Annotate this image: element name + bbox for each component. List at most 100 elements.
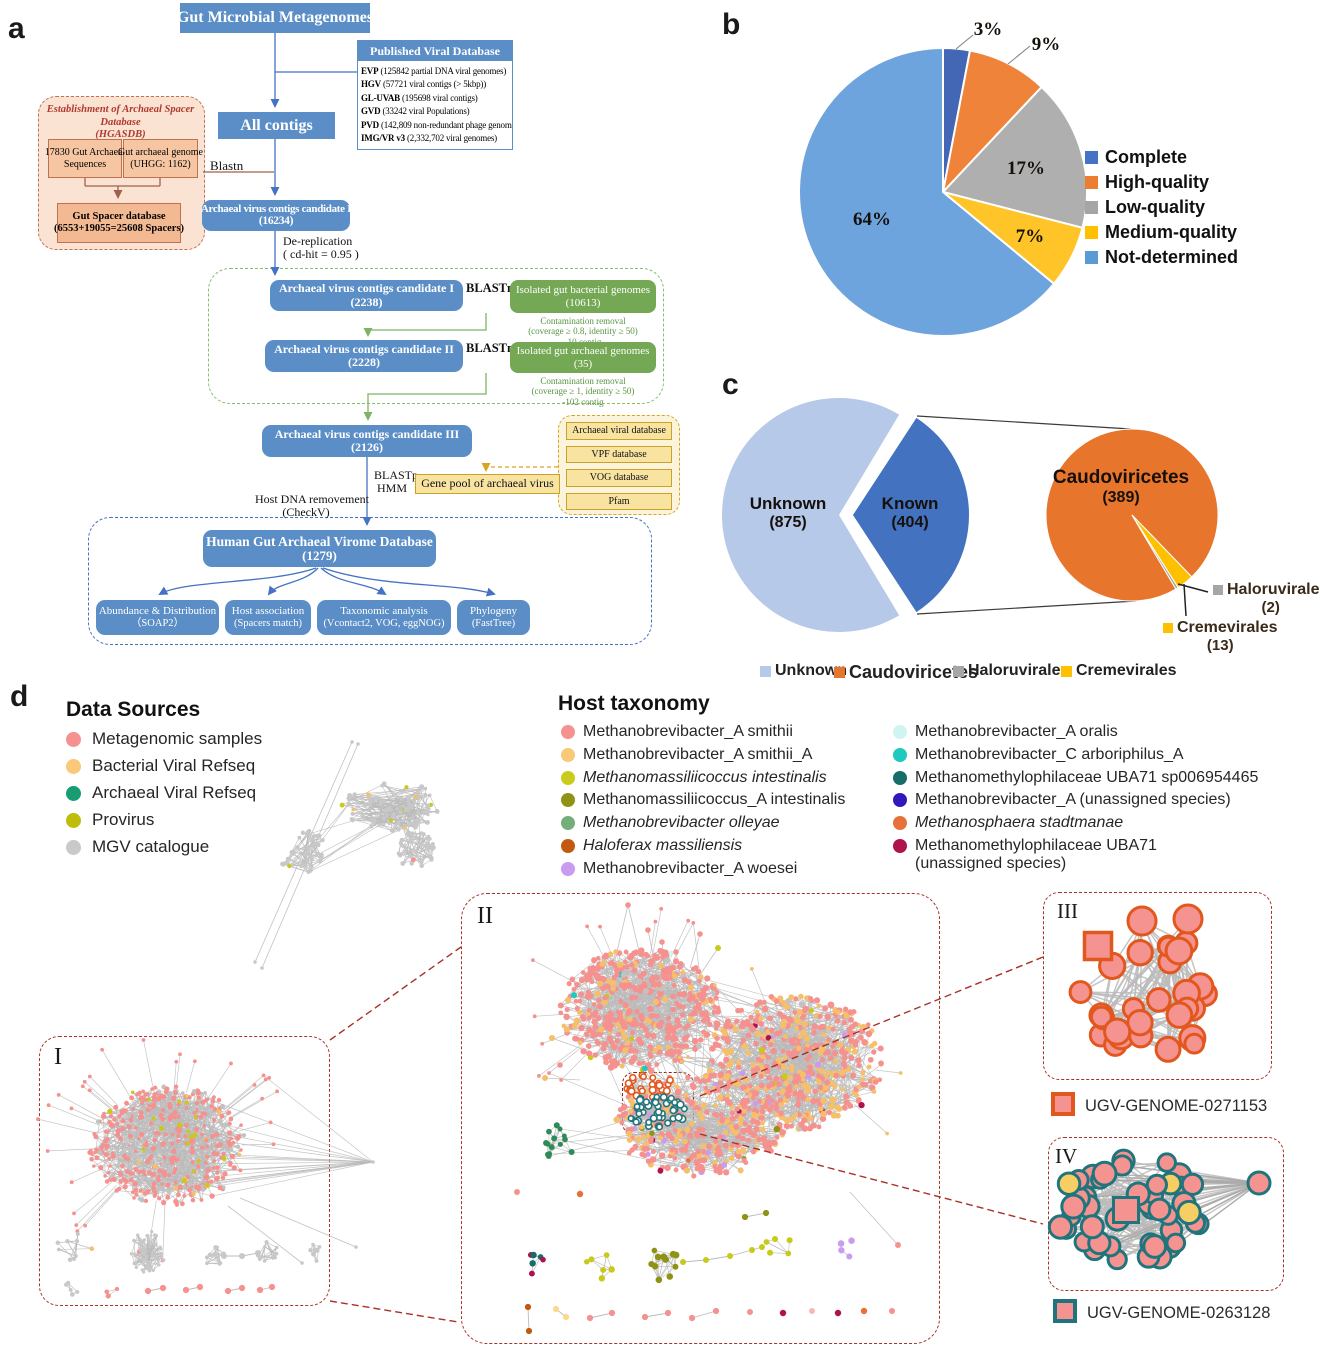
cremevirales-count: (13) [1206, 637, 1234, 654]
legend-label: Archaeal Viral Refseq [92, 783, 257, 802]
candidate2-box: Archaeal virus contigs candidate II (222… [265, 340, 463, 372]
cdhit-label: ( cd-hit = 0.95 ) [283, 247, 359, 261]
ugv-genome-0271153-swatch [1051, 1092, 1075, 1116]
ugv-genome-0263128-swatch [1053, 1299, 1077, 1323]
legend-dot [561, 725, 575, 739]
region-IV-numeral: IV [1055, 1144, 1078, 1168]
legend-label: Methanomethylophilaceae UBA71 sp00695446… [915, 768, 1259, 786]
legend-label: Bacterial Viral Refseq [92, 756, 256, 775]
caudoviricetes-label: Caudoviricetes (389) [1041, 467, 1201, 507]
spacer-database-title: Establishment of Archaeal Spacer Databas… [44, 104, 197, 142]
legend-swatch [1085, 201, 1098, 214]
gut-archaeal-sequences-box: 17830 Gut Archaeal Sequences [45, 139, 125, 178]
archaeal-genomes-title: Isolated gut archaeal genomes [516, 345, 650, 358]
caudoviricetes-text: Caudoviricetes [1052, 467, 1190, 488]
contamination-line: (coverage ≥ 0.8, identity ≥ 50) [528, 326, 638, 337]
blastn-label: Blastn [210, 158, 244, 173]
hgavd-title: Human Gut Archaeal Virome Database [206, 533, 433, 549]
legend-item: Methanobrevibacter_A (unassigned species… [893, 791, 1231, 809]
legend-dot [893, 839, 907, 853]
pvd-item: GL-UVAB (195698 viral contigs) [361, 92, 478, 103]
legend-label: Metagenomic samples [92, 729, 263, 748]
legend-swatch [834, 667, 845, 678]
legend-item: Haloruvirales [953, 662, 1069, 680]
legend-label: Haloruvirales [968, 662, 1070, 679]
legend-label: Methanobrevibacter_A smithii [583, 723, 793, 740]
legend-label: MGV catalogue [92, 837, 210, 856]
gut-spacer-database-line1: Gut Spacer database [72, 211, 166, 223]
known-label: Known (404) [850, 494, 970, 532]
known-count: (404) [891, 514, 929, 531]
contamination-line: (coverage ≥ 1, identity ≥ 50) [531, 386, 635, 397]
region-III-box [1043, 892, 1272, 1080]
network-graphs [36, 740, 1272, 1335]
panel-c-label: c [722, 368, 739, 401]
host-taxonomy-title: Host taxonomy [558, 692, 710, 715]
pvd-item: IMG/VR v3 (2,332,702 viral genomes) [361, 133, 497, 144]
candidate1-count: (16234) [258, 215, 294, 228]
legend-label: Provirus [92, 810, 155, 829]
gut-archaeal-sequences-line1: 17830 Gut Archaeal [44, 147, 126, 159]
legend-label: Methanobrevibacter olleyae [583, 814, 780, 832]
gut-archaeal-genome-box: Gut archaeal genome (UHGG: 1162) [118, 139, 203, 178]
legend-item: Cremevirales [1061, 662, 1177, 680]
candidate3-title: Archaeal virus contigs candidate III [274, 426, 460, 441]
spacer-database-subtitle: (HGASDB) [95, 129, 146, 141]
blastp-label: BLASTp [374, 468, 419, 482]
legend-item: Metagenomic samples [66, 729, 262, 749]
candidate1b-title: Archaeal virus contigs candidate I [278, 281, 455, 296]
candidate1-box: Archaeal virus contigs candidate I (1623… [200, 200, 352, 231]
legend-item: Methanosphaera stadtmanae [893, 814, 1123, 832]
gut-archaeal-genome-line2: (UHGG: 1162) [130, 158, 191, 170]
cremevirales-text: Cremevirales [1177, 619, 1278, 636]
legend-label: Methanosphaera stadtmanae [915, 814, 1124, 832]
published-viral-database-header: Published Viral Database [358, 41, 512, 61]
cremevirales-callout: Cremevirales (13) [1163, 619, 1278, 654]
decontamination-container [208, 268, 664, 404]
region-IV-box [1048, 1137, 1284, 1291]
legend-dot [66, 758, 81, 774]
legend-label: Methanomassiliicoccus intestinalis [583, 768, 827, 786]
region-II-box [461, 893, 940, 1344]
legend-label: High-quality [1105, 172, 1209, 192]
haloruvirales-text: Haloruvirales [1227, 581, 1320, 598]
panel-d-label: d [10, 680, 29, 713]
pie-value-label: 9% [1031, 34, 1061, 55]
hmm-label: HMM [377, 481, 408, 495]
legend-swatch [1085, 251, 1098, 264]
legend-dot [66, 812, 81, 828]
legend-label: Methanobrevibacter_A oralis [915, 723, 1118, 740]
legend-dot [561, 861, 575, 876]
contamination-note-2: Contamination removal (coverage ≥ 1, iden… [510, 376, 656, 407]
legend-item: Methanomassiliicoccus intestinalis [561, 769, 827, 787]
known-text: Known [881, 494, 939, 513]
pvd-item: EVP (125842 partial DNA viral genomes) [361, 66, 507, 76]
candidate2-count: (2228) [348, 355, 380, 369]
legend-item: Low-quality [1085, 197, 1205, 218]
candidate2-title: Archaeal virus contigs candidate II [274, 341, 454, 356]
legend-dot [66, 731, 81, 747]
legend-swatch [1061, 665, 1072, 677]
legend-swatch [1085, 151, 1098, 164]
legend-label: Medium-quality [1105, 222, 1238, 242]
region-III-numeral: III [1057, 899, 1078, 923]
panel-a-label: a [8, 12, 25, 45]
analysis-box: Taxonomic analysis (Vcontact2, VOG, eggNO… [317, 600, 451, 635]
legend-label: Methanobrevibacter_C arboriphilus_A [915, 745, 1184, 763]
legend-item: Methanomethylophilaceae UBA71 (unassigned… [893, 837, 1157, 873]
candidate1b-box: Archaeal virus contigs candidate I (2238… [270, 280, 463, 311]
unknown-label: Unknown (875) [728, 494, 848, 532]
host-dna-removal-label: Host DNA removement [255, 492, 369, 506]
checkv-label: (CheckV) [282, 505, 330, 519]
region-II-numeral: II [477, 903, 493, 929]
legend-dot [66, 785, 81, 801]
gene-database-box: Archaeal viral database [566, 422, 672, 440]
blastn1-label: BLASTn [466, 281, 514, 295]
gut-archaeal-sequences-line2: Sequences [63, 158, 107, 170]
gene-database-box: VPF database [566, 445, 672, 463]
legend-item: Haloferax massiliensis [561, 837, 742, 855]
candidate1-title: Archaeal virus contigs candidate I [200, 202, 352, 215]
legend-item: Provirus [66, 810, 154, 830]
legend-item: Methanomassiliicoccus_A intestinalis [561, 791, 845, 809]
